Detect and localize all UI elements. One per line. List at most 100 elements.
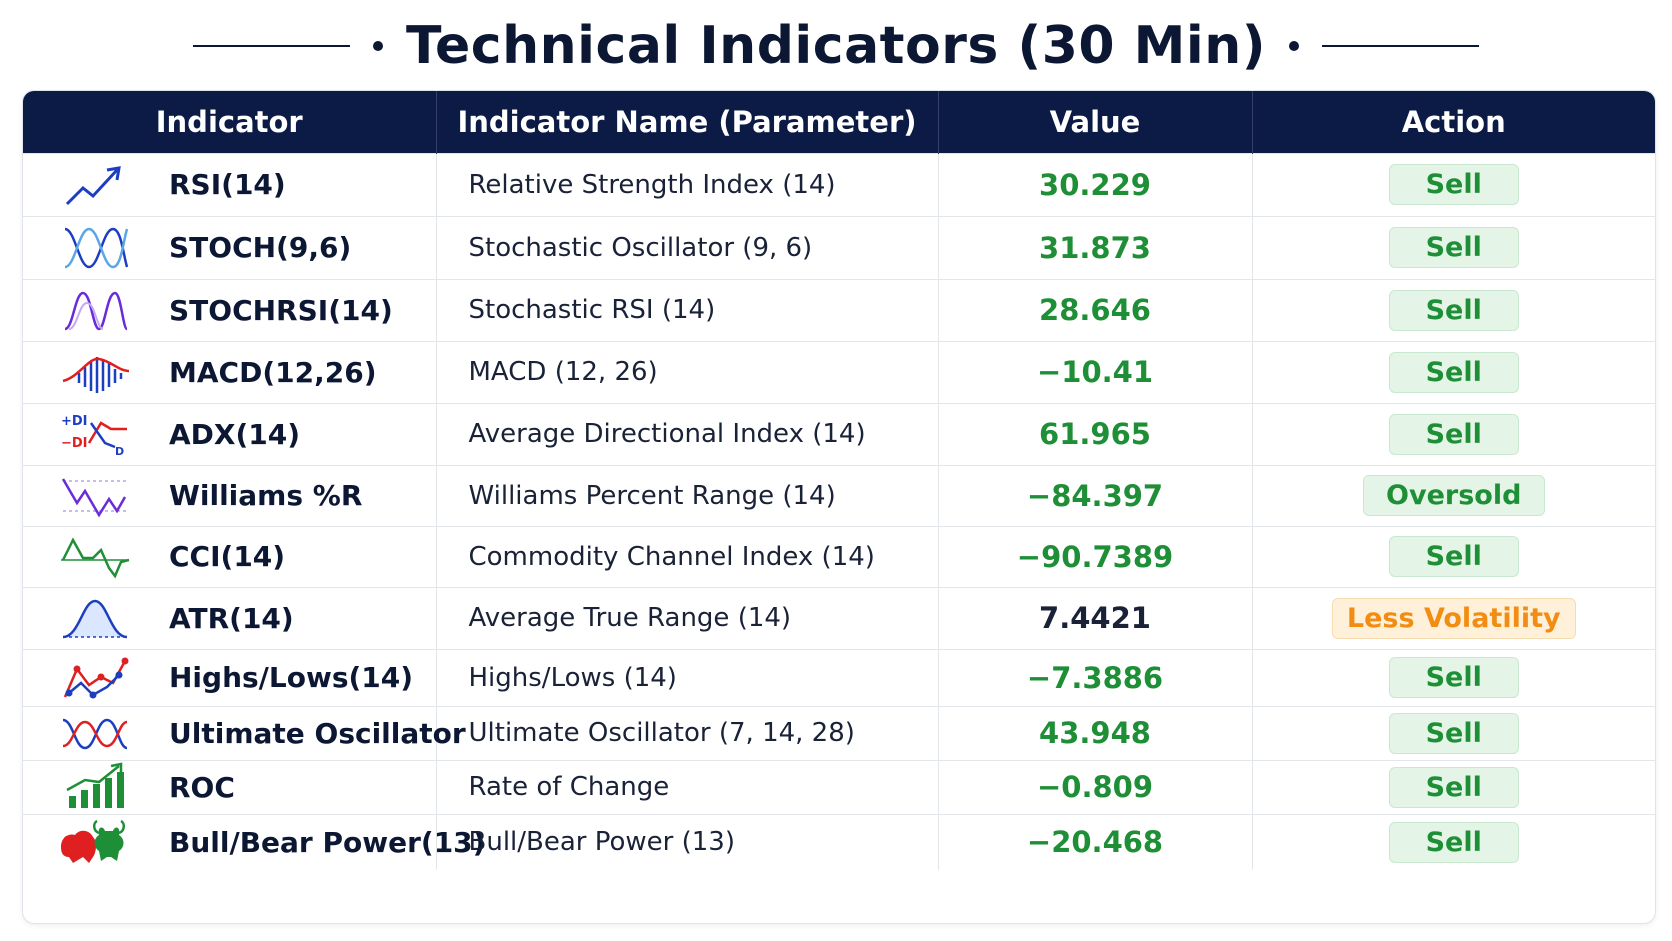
- column-header-indicator-name: Indicator Name (Parameter): [436, 91, 939, 153]
- action-cell: Sell: [1252, 152, 1655, 216]
- svg-text:+DI: +DI: [61, 414, 88, 429]
- indicator-label: ADX(14): [169, 417, 301, 451]
- indicator-cell: ROC: [23, 759, 437, 814]
- indicator-value: 28.646: [938, 278, 1253, 341]
- action-cell: Sell: [1252, 340, 1655, 403]
- action-cell: Less Volatility: [1252, 586, 1655, 649]
- action-badge: Sell: [1388, 536, 1519, 577]
- indicator-cell: Highs/Lows(14): [23, 648, 437, 706]
- indicator-label: Ultimate Oscillator: [169, 716, 466, 750]
- column-header-action: Action: [1401, 104, 1506, 139]
- indicator-cell: ATR(14): [23, 586, 437, 649]
- indicator-label: STOCHRSI(14): [169, 293, 393, 327]
- indicator-value: −90.7389: [938, 525, 1253, 587]
- stochastic-wave-icon: [59, 223, 131, 273]
- macd-histogram-icon: [59, 347, 131, 397]
- table-row: STOCH(9,6) Stochastic Oscillator (9, 6) 31…: [23, 215, 1655, 279]
- indicator-value: 31.873: [938, 215, 1253, 279]
- action-badge: Sell: [1388, 766, 1519, 808]
- indicator-cell: MACD(12,26): [23, 340, 437, 403]
- line-up-icon: [59, 160, 131, 210]
- indicator-value: −84.397: [938, 464, 1253, 526]
- indicator-label: CCI(14): [169, 540, 286, 573]
- indicator-cell: STOCHRSI(14): [23, 278, 437, 341]
- indicator-value: −10.41: [938, 340, 1253, 403]
- action-cell: Sell: [1252, 278, 1655, 341]
- indicator-name: MACD (12, 26): [436, 340, 939, 403]
- table-row: ATR(14) Average True Range (14) 7.4421 Less…: [23, 586, 1655, 649]
- indicators-table: Indicator Indicator Name (Parameter) Val…: [22, 90, 1656, 924]
- table-row: ROC Rate of Change −0.809 Sell: [23, 759, 1655, 814]
- action-cell: Sell: [1252, 705, 1655, 760]
- indicator-name: Highs/Lows (14): [436, 648, 939, 706]
- adx-di-icon: +DI −DI D: [59, 409, 131, 459]
- indicator-label: ATR(14): [169, 601, 294, 635]
- indicator-label: STOCH(9,6): [169, 231, 352, 264]
- indicator-name: Average True Range (14): [436, 586, 939, 649]
- svg-text:−DI: −DI: [61, 436, 88, 451]
- highs-lows-icon: [59, 653, 131, 703]
- indicator-label: Bull/Bear Power(13): [169, 825, 486, 859]
- table-row: Bull/Bear Power(13) Bull/Bear Power (13) −…: [23, 813, 1655, 870]
- table-row: Highs/Lows(14) Highs/Lows (14) −7.3886 Sell: [23, 648, 1655, 706]
- action-badge: Less Volatility: [1331, 597, 1576, 639]
- table-row: RSI(14) Relative Strength Index (14) 30.22…: [23, 152, 1655, 216]
- action-badge: Sell: [1388, 712, 1519, 754]
- indicator-name: Stochastic Oscillator (9, 6): [436, 215, 939, 279]
- action-cell: Sell: [1252, 525, 1655, 587]
- stochrsi-wave-icon: [59, 285, 131, 335]
- indicator-label: MACD(12,26): [169, 355, 377, 389]
- indicator-value: 61.965: [938, 402, 1253, 465]
- indicator-label: Williams %R: [169, 479, 363, 512]
- indicator-cell: +DI −DI D ADX(14): [23, 402, 437, 465]
- indicator-cell: Williams %R: [23, 464, 437, 526]
- action-cell: Sell: [1252, 402, 1655, 465]
- indicator-cell: Ultimate Oscillator: [23, 705, 466, 760]
- indicator-name: Williams Percent Range (14): [436, 464, 939, 526]
- indicator-name: Ultimate Oscillator (7, 14, 28): [436, 705, 939, 760]
- svg-text:D: D: [115, 445, 124, 458]
- indicator-label: Highs/Lows(14): [169, 661, 414, 694]
- indicator-label: ROC: [169, 770, 235, 804]
- action-cell: Sell: [1252, 759, 1655, 814]
- williams-zigzag-icon: [59, 471, 131, 521]
- bull-bear-icon: [59, 817, 131, 867]
- indicator-name: Stochastic RSI (14): [436, 278, 939, 341]
- indicator-value: −20.468: [938, 813, 1253, 870]
- indicator-label: RSI(14): [169, 168, 286, 201]
- action-badge: Sell: [1388, 657, 1519, 698]
- indicator-cell: Bull/Bear Power(13): [23, 813, 485, 870]
- indicator-name: Commodity Channel Index (14): [436, 525, 939, 587]
- indicator-cell: STOCH(9,6): [23, 215, 437, 279]
- title-left-rule: [192, 45, 350, 47]
- indicator-name: Relative Strength Index (14): [436, 152, 939, 216]
- action-badge: Sell: [1388, 164, 1519, 205]
- table-row: STOCHRSI(14) Stochastic RSI (14) 28.646 Sel…: [23, 278, 1655, 341]
- cci-wave-icon: [59, 532, 131, 582]
- action-cell: Sell: [1252, 813, 1655, 870]
- action-badge: Sell: [1388, 351, 1519, 393]
- table-row: Williams %R Williams Percent Range (14) −8…: [23, 464, 1655, 526]
- indicator-cell: CCI(14): [23, 525, 437, 587]
- table-header-row: Indicator Indicator Name (Parameter) Val…: [23, 91, 1655, 153]
- table-row: +DI −DI D ADX(14) Average Directional Index …: [23, 402, 1655, 465]
- table-row: Ultimate Oscillator Ultimate Oscillator (…: [23, 705, 1655, 760]
- title-left-dot: [372, 41, 383, 51]
- action-badge: Oversold: [1362, 475, 1545, 516]
- atr-bell-icon: [59, 593, 131, 643]
- title-right-rule: [1322, 45, 1480, 47]
- indicator-name: Rate of Change: [436, 759, 939, 814]
- indicator-value: 7.4421: [938, 586, 1253, 649]
- roc-bars-icon: [59, 762, 131, 812]
- column-header-indicator: Indicator: [23, 91, 437, 153]
- table-row: CCI(14) Commodity Channel Index (14) −90.7…: [23, 525, 1655, 587]
- column-header-value: Value: [938, 91, 1253, 153]
- indicator-value: 30.229: [938, 152, 1253, 216]
- indicator-cell: RSI(14): [23, 152, 437, 216]
- action-badge: Sell: [1388, 413, 1519, 455]
- title-row: Technical Indicators (30 Min): [0, 0, 1672, 92]
- action-badge: Sell: [1388, 227, 1519, 268]
- action-badge: Sell: [1388, 289, 1519, 331]
- ultimate-oscillator-icon: [59, 708, 131, 758]
- indicator-value: −7.3886: [938, 648, 1253, 706]
